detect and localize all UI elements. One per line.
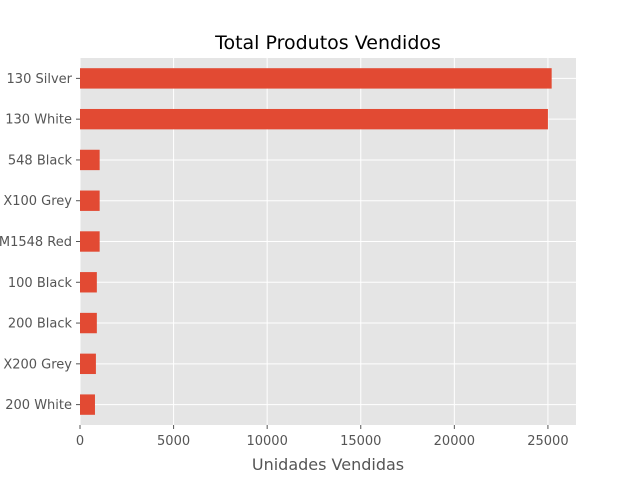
y-tick-label: 200 Black [8,317,73,332]
chart-title: Total Produtos Vendidos [214,32,441,54]
bar [80,190,100,211]
y-tick-label: 130 Silver [7,72,73,87]
x-tick-label: 20000 [434,434,475,449]
bar [80,394,95,415]
bar [80,272,97,293]
x-tick-label: 15000 [340,434,381,449]
x-tick-labels: 0 5000 10000 15000 20000 25000 [76,434,569,449]
x-tick-label: 5000 [157,434,190,449]
y-tick-label: X200 Grey [3,357,72,372]
y-tick-labels: 130 Silver 130 White 548 Black X100 Grey M15… [0,72,80,413]
bar [80,231,100,252]
bar [80,353,96,375]
bar [80,149,100,171]
bar [80,312,97,334]
y-tick-label: 200 White [5,398,72,413]
y-tick-label: X100 Grey [3,194,72,209]
bars [80,68,552,415]
y-tick-label: 100 Black [8,276,73,291]
bar [80,68,552,89]
x-tick-label: 10000 [246,434,287,449]
x-tick-label: 0 [76,434,84,449]
bar [80,108,548,130]
y-tick-label: M1548 Red [0,235,72,250]
y-tick-label: 130 White [5,113,72,128]
y-tick-label: 548 Black [8,153,73,168]
x-tick-label: 25000 [527,434,568,449]
x-axis-title: Unidades Vendidas [252,455,404,474]
